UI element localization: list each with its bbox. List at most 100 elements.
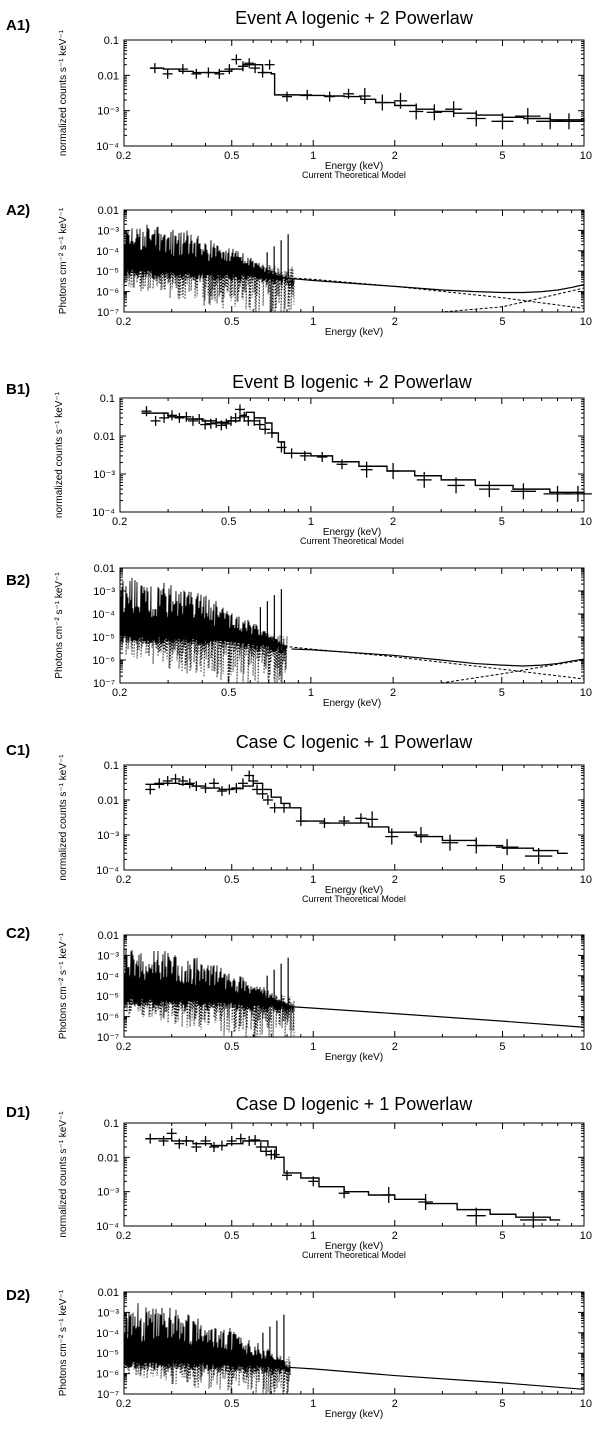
data-point: [282, 1170, 293, 1181]
data-point: [211, 417, 222, 428]
y-tick-label: 0.1: [104, 35, 119, 47]
data-point: [224, 784, 235, 795]
x-tick-label: 0.5: [224, 316, 239, 328]
data-point: [445, 101, 463, 118]
x-tick-label: 1: [310, 874, 316, 886]
data-point: [317, 452, 328, 463]
x-tick-label: 5: [499, 1398, 505, 1410]
panel-label: B1): [6, 381, 30, 398]
data-point: [510, 483, 536, 500]
panel-label: D2): [6, 1287, 30, 1304]
y-tick-label: 10⁻³: [97, 106, 119, 118]
data-point: [237, 61, 248, 72]
data-point: [418, 1194, 434, 1211]
y-tick-label: 10⁻⁴: [92, 609, 115, 621]
data-point: [159, 412, 170, 423]
data-point: [319, 818, 330, 829]
y-tick-label: 10⁻⁴: [96, 865, 119, 877]
total-model-line: [289, 1366, 585, 1390]
x-tick-label: 10: [580, 1230, 592, 1242]
y-tick-label: 0.01: [98, 1152, 119, 1164]
data-point: [145, 784, 156, 795]
data-point: [257, 67, 268, 78]
panel-title: Event B Iogenic + 2 Powerlaw: [232, 372, 473, 392]
line-forest: [123, 948, 295, 1015]
data-point: [276, 442, 287, 453]
data-point: [224, 64, 235, 75]
data-point: [191, 68, 202, 79]
x-tick-label: 0.5: [224, 1230, 239, 1242]
data-point: [254, 419, 265, 430]
panel-title: Event A Iogenic + 2 Powerlaw: [235, 8, 474, 28]
data-point: [226, 1135, 237, 1146]
data-point: [426, 104, 443, 121]
x-tick-label: 10: [580, 1398, 592, 1410]
y-tick-label: 0.01: [98, 795, 119, 807]
data-point: [141, 406, 152, 417]
y-tick-label: 10⁻³: [93, 469, 115, 481]
data-point: [264, 59, 275, 70]
data-point: [244, 1135, 255, 1146]
x-axis-label: Energy (keV): [325, 885, 383, 896]
data-point: [279, 802, 290, 813]
plot-frame: [119, 397, 585, 513]
data-point: [216, 786, 227, 797]
data-point: [248, 775, 259, 786]
x-tick-label: 0.2: [112, 516, 127, 528]
x-tick-label: 0.5: [224, 1398, 239, 1410]
x-axis-label: Energy (keV): [325, 1052, 383, 1063]
data-point: [262, 795, 273, 805]
x-tick-label: 0.5: [221, 687, 236, 699]
data-point: [524, 848, 553, 865]
y-tick-label: 10⁻⁴: [96, 1328, 119, 1340]
y-tick-label: 10⁻⁶: [96, 287, 119, 299]
y-tick-label: 10⁻⁷: [97, 1389, 119, 1401]
x-tick-label: 10: [580, 316, 592, 328]
powerlaw-soft-dashed: [123, 1360, 290, 1368]
y-tick-label: 0.01: [98, 205, 119, 217]
y-axis-label: Photons cm⁻² s⁻¹ keV⁻¹: [54, 572, 65, 679]
data-point: [466, 837, 486, 854]
x-tick-label: 2: [392, 1230, 398, 1242]
x-tick-label: 1: [310, 1398, 316, 1410]
y-axis-label: normalized counts s⁻¹ keV⁻¹: [54, 391, 65, 518]
panel-title: Case D Iogenic + 1 Powerlaw: [236, 1094, 474, 1114]
data-point: [282, 91, 293, 102]
data-point: [308, 1176, 319, 1187]
total-model-line: [294, 1006, 585, 1028]
data-point: [181, 411, 192, 422]
x-tick-label: 10: [580, 874, 592, 886]
data-point: [149, 63, 160, 74]
data-point: [302, 89, 313, 100]
y-tick-label: 10⁻³: [97, 1307, 119, 1319]
data-point: [491, 113, 514, 130]
y-tick-label: 10⁻⁵: [96, 266, 119, 278]
x-tick-label: 10: [580, 150, 592, 162]
data-point: [200, 419, 211, 430]
line-forest: [123, 224, 295, 288]
x-tick-label: 5: [499, 1041, 505, 1053]
data-point: [191, 1141, 202, 1152]
data-point: [286, 448, 297, 459]
data-point: [244, 770, 255, 781]
data-point: [563, 485, 592, 502]
data-point: [145, 1133, 156, 1144]
panel-label: B2): [6, 572, 30, 589]
data-point: [230, 412, 241, 423]
panel-title: Case C Iogenic + 1 Powerlaw: [236, 732, 474, 752]
y-tick-label: 0.01: [98, 70, 119, 82]
data-point: [177, 775, 188, 786]
y-tick-label: 0.01: [98, 930, 119, 942]
y-tick-label: 10⁻³: [97, 950, 119, 962]
y-tick-label: 10⁻⁷: [97, 1032, 119, 1044]
model-step-line: [145, 1137, 561, 1221]
y-tick-label: 10⁻³: [97, 1187, 119, 1199]
model-caption: Current Theoretical Model: [302, 170, 406, 180]
y-tick-label: 0.1: [100, 393, 115, 405]
panel-d2: D2) 0.2 0.5 1 2 5 10 Energy (keV) 10⁻⁷ 10⁻⁶ 10⁻⁵ 10…: [6, 1287, 592, 1420]
y-tick-label: 10⁻⁴: [96, 971, 119, 983]
line-forest: [119, 577, 288, 654]
panel-label: D1): [6, 1104, 30, 1121]
x-tick-label: 1: [308, 687, 314, 699]
data-point: [203, 67, 214, 78]
